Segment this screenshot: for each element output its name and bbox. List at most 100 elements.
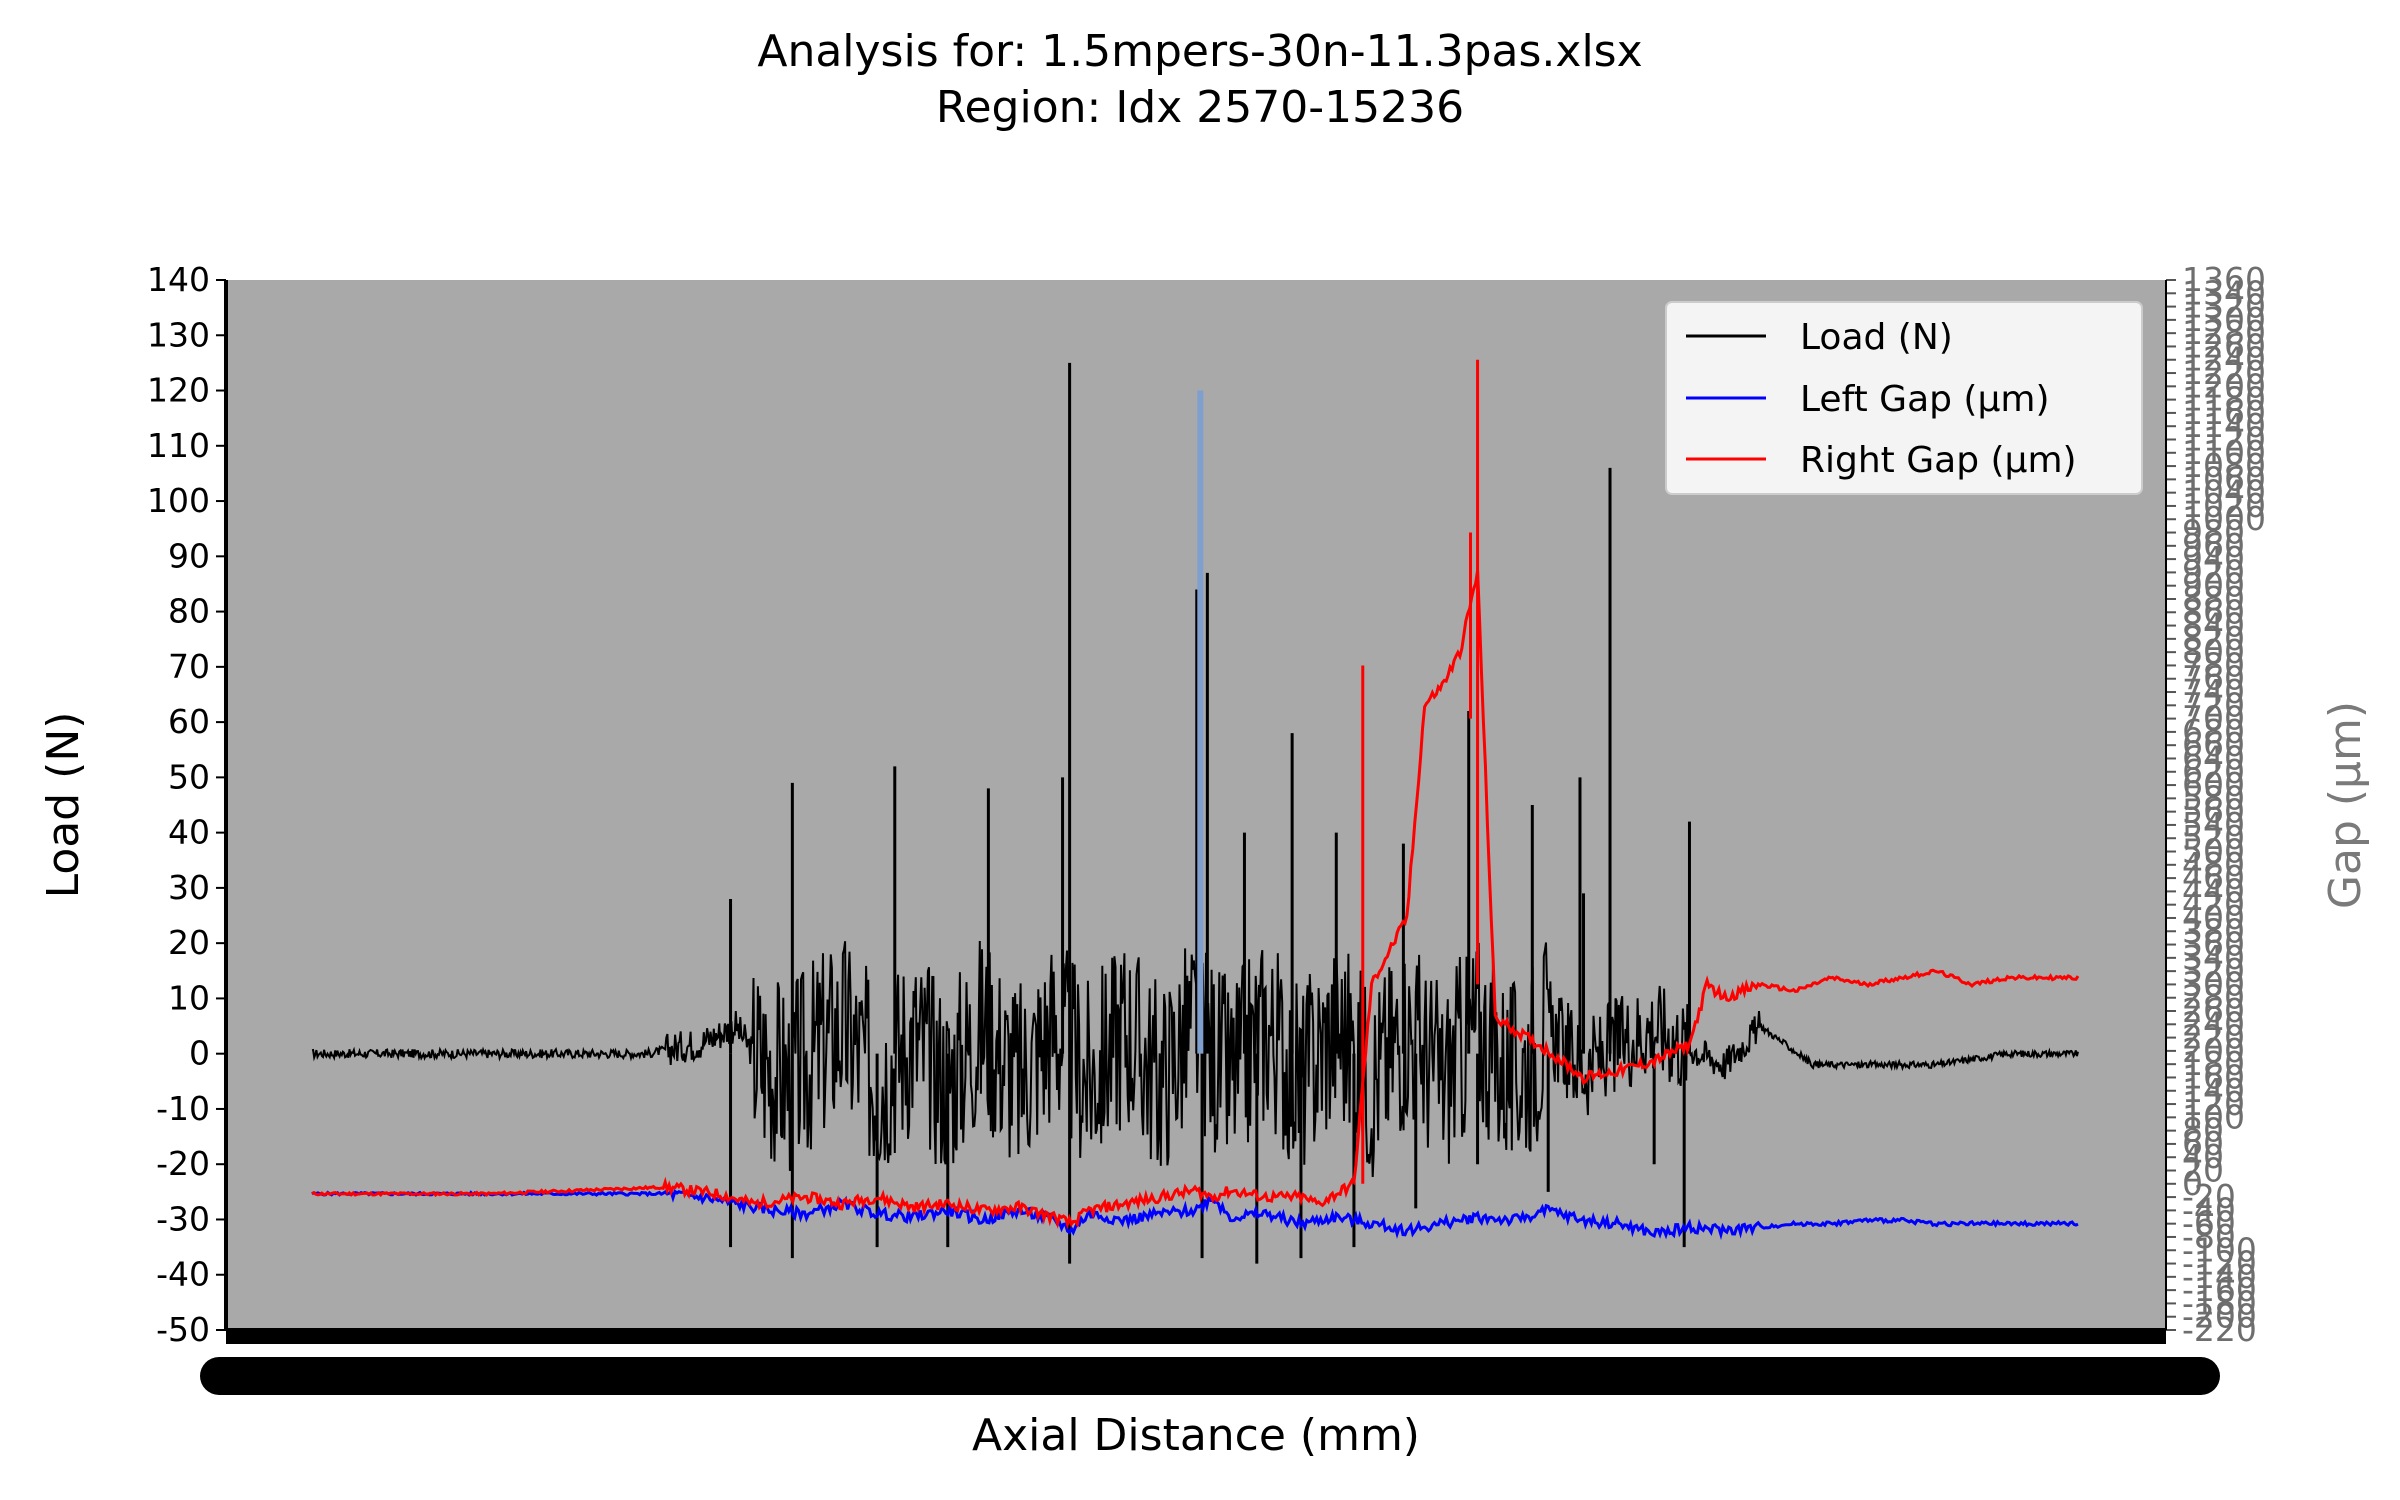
right-tick-label: 680 bbox=[2182, 712, 2245, 751]
right-tick-label: 320 bbox=[2182, 951, 2245, 990]
right-tick-label: 1080 bbox=[2182, 446, 2266, 485]
left-tick-label: 10 bbox=[168, 978, 210, 1017]
left-tick-label: 30 bbox=[168, 868, 210, 907]
left-tick-label: 50 bbox=[168, 757, 210, 796]
legend: Load (N) Left Gap (µm) Right Gap (µm) bbox=[1665, 301, 2143, 495]
left-tick-label: 100 bbox=[147, 481, 210, 520]
right-tick-label: 1040 bbox=[2182, 473, 2266, 512]
right-tick-label: 100 bbox=[2182, 1097, 2245, 1136]
right-tick-label: 1300 bbox=[2182, 300, 2266, 339]
chart-title: Analysis for: 1.5mpers-30n-11.3pas.xlsx bbox=[757, 26, 1642, 77]
right-tick-label: 1200 bbox=[2182, 366, 2266, 405]
right-tick-label: 160 bbox=[2182, 1057, 2245, 1096]
right-tick-label: 860 bbox=[2182, 592, 2245, 631]
right-tick-label: 520 bbox=[2182, 818, 2245, 857]
right-tick-label: -120 bbox=[2182, 1244, 2257, 1283]
left-tick-label: 60 bbox=[168, 702, 210, 741]
series-layer bbox=[311, 359, 2080, 1264]
y-axis-label: Load (N) bbox=[38, 712, 89, 899]
right-tick-label: 1220 bbox=[2182, 353, 2266, 392]
right-tick-label: 140 bbox=[2182, 1071, 2245, 1110]
left-tick-label: 0 bbox=[189, 1034, 210, 1073]
right-tick-label: 960 bbox=[2182, 526, 2245, 565]
left-tick-label: 20 bbox=[168, 923, 210, 962]
legend-label-left-gap: Left Gap (µm) bbox=[1800, 379, 2050, 420]
right-tick-label: 40 bbox=[2182, 1137, 2224, 1176]
chart-subtitle: Region: Idx 2570-15236 bbox=[936, 82, 1464, 133]
right-tick-label: 1140 bbox=[2182, 406, 2266, 445]
right-tick-label: 20 bbox=[2182, 1151, 2224, 1190]
left-tick-label: 120 bbox=[147, 371, 210, 410]
right-tick-label: 940 bbox=[2182, 539, 2245, 578]
left-tick-label: 130 bbox=[147, 315, 210, 354]
left-gap-series-line bbox=[311, 1188, 2079, 1241]
left-tick-label: 80 bbox=[168, 592, 210, 631]
right-tick-label: -160 bbox=[2182, 1270, 2257, 1309]
right-y-axis: -220-200-180-160-140-120-100-80-60-40-20… bbox=[2166, 260, 2266, 1349]
right-tick-label: 1000 bbox=[2182, 499, 2266, 538]
legend-label-load: Load (N) bbox=[1800, 317, 1953, 358]
right-tick-label: 1260 bbox=[2182, 326, 2266, 365]
right-tick-label: 1060 bbox=[2182, 459, 2266, 498]
right-tick-label: 340 bbox=[2182, 938, 2245, 977]
right-tick-label: -140 bbox=[2182, 1257, 2257, 1296]
right-tick-label: -180 bbox=[2182, 1283, 2257, 1322]
right-tick-label: 700 bbox=[2182, 699, 2245, 738]
right-tick-label: 200 bbox=[2182, 1031, 2245, 1070]
left-tick-label: 110 bbox=[147, 426, 210, 465]
x-tick-band bbox=[226, 1330, 2166, 1344]
right-tick-label: 240 bbox=[2182, 1004, 2245, 1043]
right-tick-label: 900 bbox=[2182, 566, 2245, 605]
right-tick-label: 560 bbox=[2182, 792, 2245, 831]
right-tick-label: 1020 bbox=[2182, 486, 2266, 525]
right-tick-label: 600 bbox=[2182, 765, 2245, 804]
right-tick-label: -220 bbox=[2182, 1310, 2257, 1349]
right-tick-label: 840 bbox=[2182, 606, 2245, 645]
right-tick-label: -60 bbox=[2182, 1204, 2236, 1243]
right-tick-label: 1180 bbox=[2182, 380, 2266, 419]
right-tick-label: 420 bbox=[2182, 885, 2245, 924]
right-tick-label: 480 bbox=[2182, 845, 2245, 884]
right-tick-label: 440 bbox=[2182, 871, 2245, 910]
right-tick-label: 1100 bbox=[2182, 433, 2266, 472]
right-tick-label: -20 bbox=[2182, 1177, 2236, 1216]
left-tick-label: -40 bbox=[156, 1255, 210, 1294]
right-tick-label: 800 bbox=[2182, 632, 2245, 671]
x-axis bbox=[200, 1330, 2220, 1395]
right-tick-label: 360 bbox=[2182, 925, 2245, 964]
right-tick-label: 580 bbox=[2182, 778, 2245, 817]
right-tick-label: 1160 bbox=[2182, 393, 2266, 432]
right-tick-label: 820 bbox=[2182, 619, 2245, 658]
left-y-axis: -50 -40 -30 -20 -10 0 10 20 30 40 50 60 70 80 90 100 110… bbox=[147, 260, 226, 1349]
right-tick-label: 280 bbox=[2182, 978, 2245, 1017]
left-tick-label: 90 bbox=[168, 536, 210, 575]
right-tick-label: 720 bbox=[2182, 685, 2245, 724]
right-tick-label: -100 bbox=[2182, 1230, 2257, 1269]
right-tick-label: 980 bbox=[2182, 513, 2245, 552]
right-tick-label: 1340 bbox=[2182, 273, 2266, 312]
left-tick-label: 40 bbox=[168, 813, 210, 852]
x-tick-labels-overlap bbox=[200, 1357, 2220, 1395]
legend-label-right-gap: Right Gap (µm) bbox=[1800, 440, 2077, 481]
right-tick-label: 880 bbox=[2182, 579, 2245, 618]
left-tick-label: 140 bbox=[147, 260, 210, 299]
right-tick-label: 760 bbox=[2182, 659, 2245, 698]
right-tick-label: 380 bbox=[2182, 911, 2245, 950]
right-tick-label: -200 bbox=[2182, 1297, 2257, 1336]
right-tick-label: 120 bbox=[2182, 1084, 2245, 1123]
right-tick-label: 260 bbox=[2182, 991, 2245, 1030]
left-tick-label: -30 bbox=[156, 1199, 210, 1238]
left-tick-label: 70 bbox=[168, 647, 210, 686]
right-tick-label: 60 bbox=[2182, 1124, 2224, 1163]
right-tick-label: 80 bbox=[2182, 1111, 2224, 1150]
right-tick-label: 540 bbox=[2182, 805, 2245, 844]
right-tick-label: 1320 bbox=[2182, 287, 2266, 326]
x-axis-label: Axial Distance (mm) bbox=[972, 1410, 1420, 1461]
right-tick-label: 640 bbox=[2182, 738, 2245, 777]
right-tick-label: 1360 bbox=[2182, 260, 2266, 299]
right-tick-label: 500 bbox=[2182, 832, 2245, 871]
right-tick-label: 740 bbox=[2182, 672, 2245, 711]
right-tick-label: 180 bbox=[2182, 1044, 2245, 1083]
right-tick-label: 460 bbox=[2182, 858, 2245, 897]
